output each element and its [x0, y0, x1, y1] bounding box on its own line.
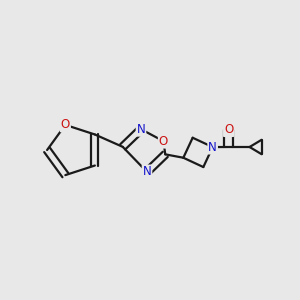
Text: N: N — [136, 123, 146, 136]
Text: O: O — [159, 135, 168, 148]
Text: N: N — [208, 141, 217, 154]
Text: O: O — [61, 118, 70, 131]
Text: N: N — [142, 166, 152, 178]
Text: O: O — [224, 123, 233, 136]
